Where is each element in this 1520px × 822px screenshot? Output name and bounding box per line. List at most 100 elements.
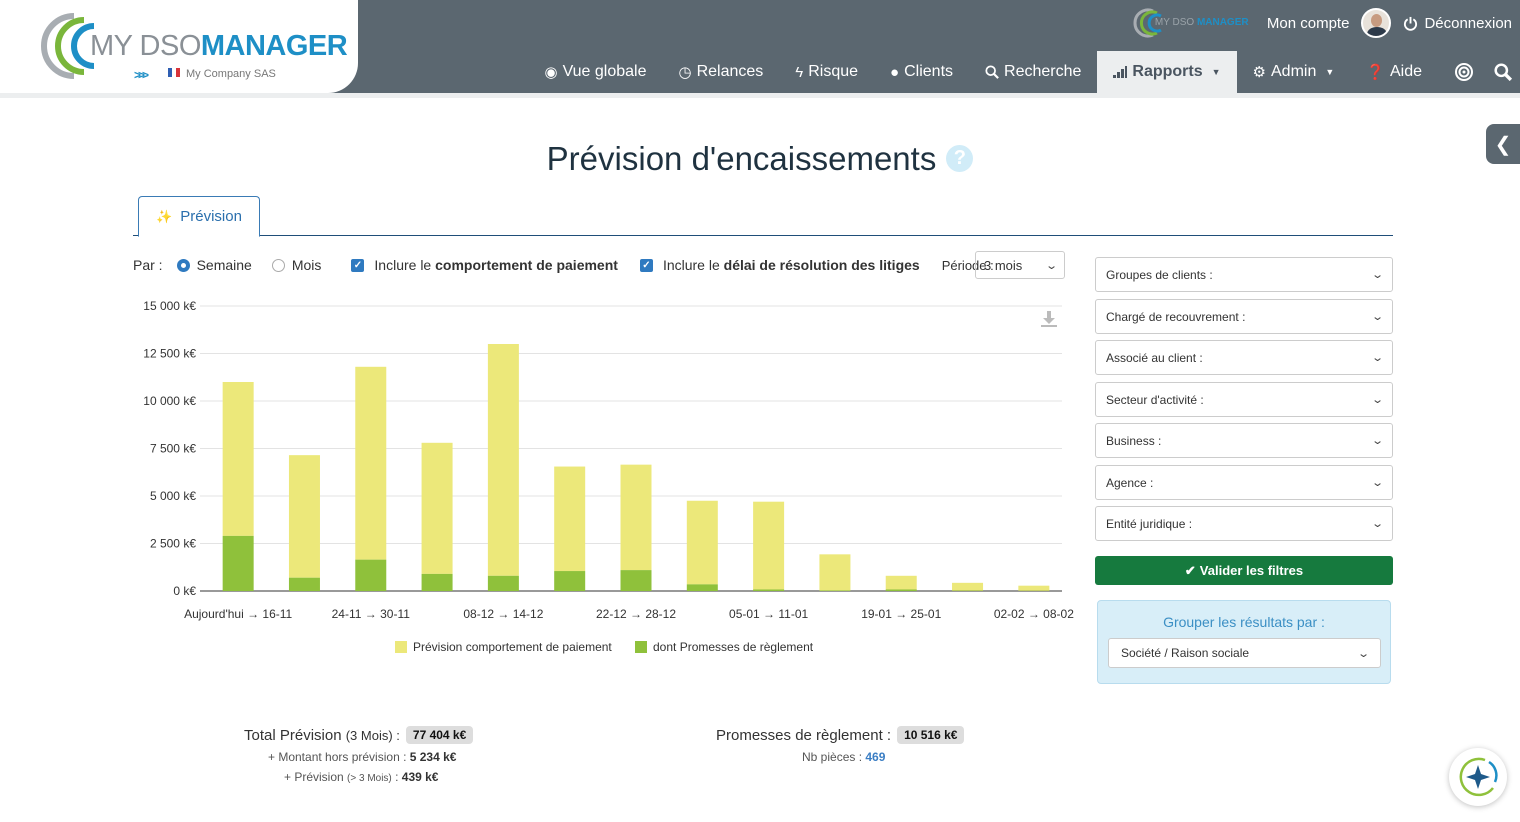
nav-risque[interactable]: ϟ Risque [779, 51, 874, 93]
filter-select[interactable]: Business : ⌄ [1095, 423, 1393, 458]
radio-mois[interactable] [271, 258, 285, 272]
promesses-reglement: Promesses de règlement : 10 516 k€ [716, 726, 965, 744]
group-by-title: Grouper les résultats par : [1163, 614, 1325, 630]
mois-label: Mois [291, 257, 322, 273]
y-tick-label: 2 500 k€ [150, 537, 196, 551]
radio-semaine[interactable] [176, 258, 190, 272]
inclure-bold: comportement de paiement [435, 257, 618, 273]
french-flag-icon [168, 68, 180, 77]
legend-swatch-promesses [635, 641, 647, 653]
chevron-left-icon: ❮ [1494, 133, 1512, 156]
nb-pieces: Nb pièces : 469 [802, 750, 885, 764]
bar-promesses [620, 570, 652, 591]
prevision-plus-3-mois: + Prévision (> 3 Mois) : 439 k€ [284, 770, 438, 784]
nav-aide[interactable]: ❓ Aide [1350, 51, 1438, 93]
logo[interactable]: MY DSOMANAGER >>> My Company SAS [0, 0, 358, 93]
total-prevision: Total Prévision (3 Mois) : 77 404 k€ [244, 726, 474, 744]
periode-value: 3 mois [984, 257, 1023, 273]
page-title: Prévision d'encaissements? [0, 140, 1520, 178]
nav-target[interactable] [1438, 51, 1490, 93]
tab-prevision[interactable]: ✨ Prévision [138, 196, 260, 237]
logout-button[interactable]: Déconnexion [1403, 15, 1512, 32]
promesses-label: Promesses de règlement : [716, 726, 892, 744]
nav-label: Aide [1389, 63, 1422, 80]
hors-label: + Montant hors prévision : [268, 750, 410, 764]
chevron-down-icon: ⌄ [1356, 647, 1370, 660]
x-tick-label: 05-01 → 11-01 [729, 607, 808, 621]
nav-label: Vue globale [562, 63, 647, 80]
account-link[interactable]: Mon compte [1266, 14, 1350, 32]
nav-vue-globale[interactable]: ◉ Vue globale [528, 51, 662, 93]
filter-label: Chargé de recouvrement : [1106, 309, 1246, 324]
nav-admin[interactable]: ⚙ Admin ▼ [1237, 51, 1351, 93]
main-nav: ◉ Vue globale ◷ Relances ϟ Risque ● Clie… [528, 51, 1520, 93]
bar-prevision [288, 455, 320, 578]
checkbox-litiges[interactable]: ✓ [639, 258, 653, 272]
chevron-down-icon: ⌄ [1370, 477, 1384, 489]
legend-label-prevision: Prévision comportement de paiement [413, 640, 612, 654]
plus-label: + Prévision [284, 770, 348, 784]
nav-rapports[interactable]: Rapports ▼ [1097, 51, 1237, 93]
bar-promesses [355, 559, 387, 591]
chevron-down-icon: ⌄ [1370, 435, 1384, 447]
validate-label: Valider les filtres [1199, 563, 1304, 578]
nav-recherche[interactable]: Recherche [969, 51, 1097, 93]
y-tick-label: 10 000 k€ [143, 394, 196, 408]
filter-select[interactable]: Associé au client : ⌄ [1095, 340, 1393, 375]
chevron-down-icon: ⌄ [1370, 311, 1384, 323]
nav-relances[interactable]: ◷ Relances [662, 51, 779, 93]
periode-label: Période : [941, 257, 994, 273]
bar-prevision [487, 344, 519, 576]
help-icon[interactable]: ? [946, 144, 974, 172]
avatar[interactable] [1361, 8, 1392, 38]
top-bar: MY DSOMANAGER >>> My Company SAS MY DSO … [0, 0, 1520, 93]
filter-select[interactable]: Entité juridique : ⌄ [1095, 506, 1393, 541]
total-paren: (3 Mois) : [345, 727, 400, 743]
logo-text: MY DSOMANAGER [90, 30, 348, 62]
question-icon: ❓ [1366, 64, 1385, 81]
chart-options: Par : Semaine Mois ✓ Inclure le comporte… [133, 252, 994, 278]
inclure-prefix: Inclure le [374, 257, 436, 273]
plus-colon: : [391, 770, 402, 784]
bar-prevision [620, 464, 652, 571]
nav-search[interactable] [1490, 51, 1520, 93]
filter-select[interactable]: Groupes de clients : ⌄ [1095, 257, 1393, 292]
logo-arrows-icon: >>> [134, 68, 149, 82]
forecast-chart: 0 k€ 2 500 k€ 5 000 k€ 7 500 k€ 10 000 k€ 12 … [133, 292, 1093, 672]
y-tick-label: 0 k€ [173, 584, 196, 598]
bar-promesses [753, 589, 785, 591]
y-tick-label: 5 000 k€ [150, 489, 196, 503]
gear-icon: ⚙ [1252, 64, 1266, 81]
periode-select[interactable]: 3 mois ⌄ [975, 251, 1065, 279]
download-icon[interactable] [1040, 310, 1058, 328]
bar-promesses [686, 584, 718, 591]
filter-select[interactable]: Secteur d'activité : ⌄ [1095, 382, 1393, 417]
bar-promesses [819, 590, 851, 591]
x-tick-label: 19-01 → 25-01 [861, 607, 941, 621]
plus-value: 439 k€ [401, 770, 439, 784]
filter-label: Agence : [1106, 475, 1154, 490]
x-tick-label: 24-11 → 30-11 [332, 607, 411, 621]
checkbox-comportement[interactable]: ✓ [351, 258, 365, 272]
validate-filters-button[interactable]: ✔ Valider les filtres [1095, 556, 1393, 585]
assistant-button[interactable] [1449, 748, 1507, 806]
filter-select[interactable]: Chargé de recouvrement : ⌄ [1095, 299, 1393, 334]
par-label: Par : [133, 257, 163, 273]
chevron-down-icon: ⌄ [1370, 518, 1384, 530]
filter-select[interactable]: Agence : ⌄ [1095, 465, 1393, 500]
plus-paren: (> 3 Mois) [347, 773, 392, 784]
group-by-select[interactable]: Société / Raison sociale ⌄ [1108, 638, 1381, 668]
page-title-text: Prévision d'encaissements [546, 140, 937, 177]
side-panel-toggle[interactable]: ❮ [1486, 124, 1520, 164]
nb-value[interactable]: 469 [865, 750, 886, 764]
bar-prevision [421, 442, 453, 574]
clock-icon: ◷ [678, 64, 692, 81]
search-icon [1494, 63, 1512, 81]
logo-rings-icon [41, 13, 95, 79]
y-tick-label: 7 500 k€ [150, 442, 196, 456]
tab-bar: ✨ Prévision [133, 196, 1393, 237]
semaine-label: Semaine [196, 257, 252, 273]
globe-icon: ● [890, 63, 900, 81]
nav-clients[interactable]: ● Clients [874, 51, 969, 93]
mini-logo: MY DSO MANAGER [1133, 8, 1255, 38]
